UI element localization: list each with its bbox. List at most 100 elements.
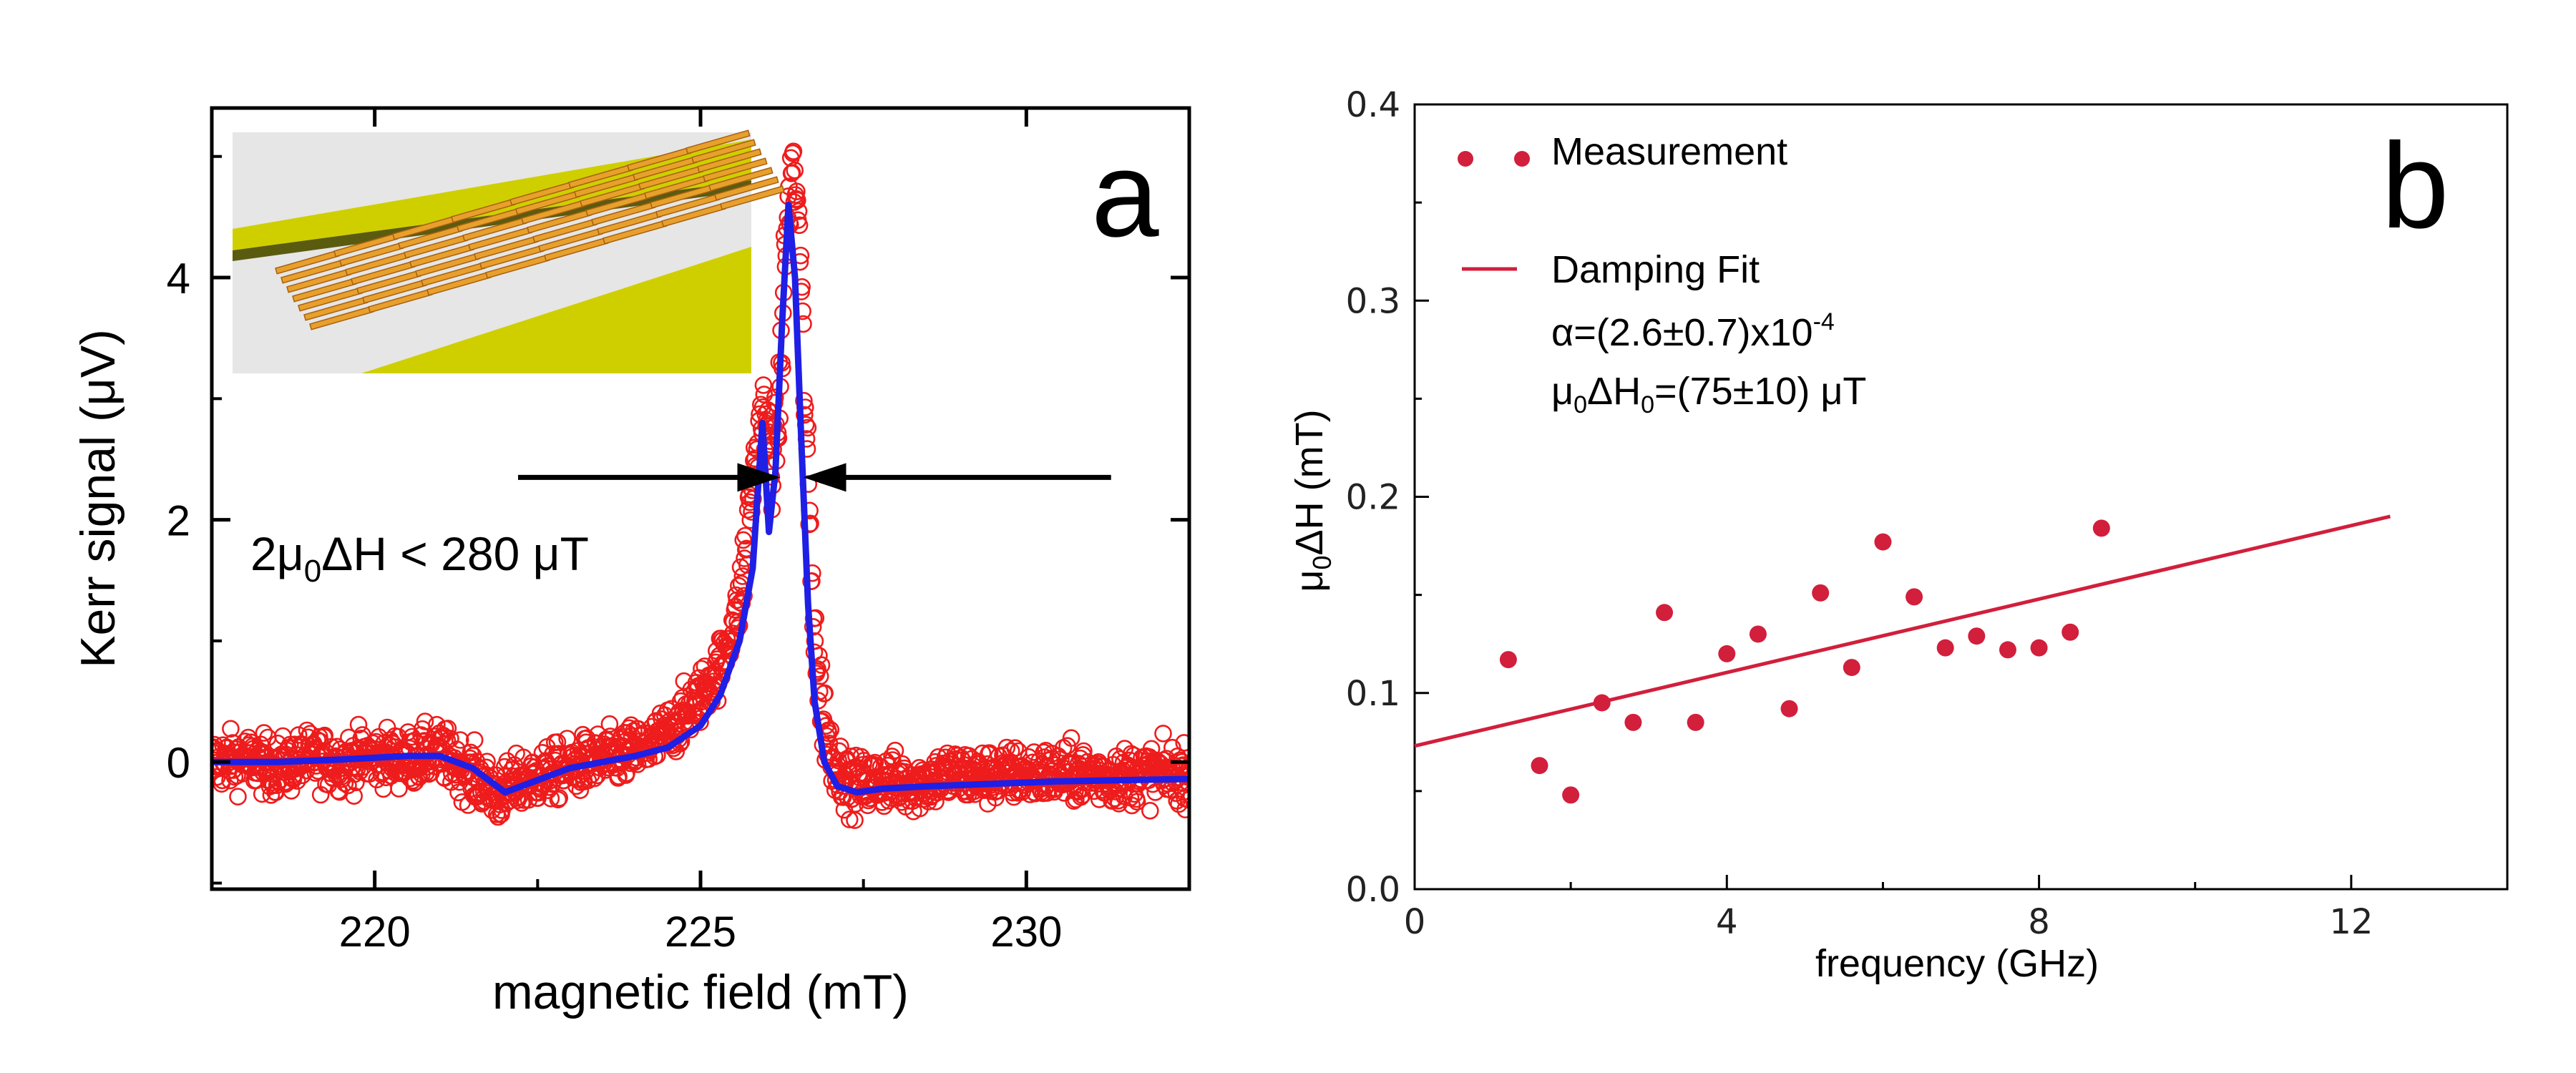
- panel-a-x-axis-title: magnetic field (mT): [492, 965, 909, 1019]
- measurement-point: [1624, 713, 1642, 731]
- panel-a-y-axis-title: Kerr signal (μV): [71, 329, 125, 668]
- legend-fit-label: Damping Fit: [1551, 248, 1760, 291]
- nanostructure-rod: [686, 129, 751, 155]
- measurement-point: [448, 740, 466, 758]
- measurement-point: [786, 161, 804, 180]
- measurement-point: [2062, 623, 2079, 641]
- y-tick-label: 0.0: [1346, 870, 1400, 910]
- measurement-point: [548, 733, 567, 751]
- measurement-point: [1128, 793, 1146, 811]
- nanostructure-rod: [720, 185, 785, 210]
- panel-a-linewidth-arrows: [518, 463, 1111, 492]
- measurement-point: [229, 788, 247, 805]
- measurement-point: [451, 731, 469, 749]
- measurement-point: [311, 733, 329, 750]
- measurement-point: [465, 731, 484, 749]
- measurement-point: [439, 720, 457, 738]
- y-tick-label: 4: [167, 255, 190, 303]
- measurement-point: [1562, 786, 1580, 804]
- panel-b: 0 4 8 12 0.0 0.1 0.2 0.3 0.4 frequency (GHz) μ0…: [1288, 85, 2509, 985]
- measurement-point: [1843, 659, 1860, 677]
- y-tick-label: 0.4: [1346, 85, 1400, 125]
- measurement-point: [1075, 742, 1093, 760]
- measurement-point: [222, 720, 240, 738]
- measurement-point: [1874, 533, 1892, 551]
- x-tick-label: 8: [2028, 902, 2050, 942]
- measurement-point: [766, 388, 784, 406]
- x-tick-label: 220: [339, 908, 411, 956]
- measurement-point: [1073, 786, 1091, 804]
- measurement-point: [398, 743, 416, 762]
- measurement-point: [1141, 802, 1159, 820]
- measurement-point: [1999, 641, 2016, 659]
- measurement-point: [1176, 800, 1189, 818]
- measurement-point: [795, 391, 813, 410]
- measurement-point: [549, 790, 567, 809]
- measurement-point: [1687, 713, 1704, 731]
- measurement-point: [788, 182, 806, 201]
- panel-b-x-axis-title: frequency (GHz): [1815, 942, 2099, 985]
- panel-b-measurement-points: [1499, 519, 2110, 804]
- measurement-point: [785, 193, 804, 211]
- measurement-point: [766, 393, 784, 412]
- measurement-point: [886, 741, 904, 760]
- measurement-point: [1030, 752, 1048, 770]
- measurement-point: [744, 489, 762, 508]
- panel-b-x-axis: 0 4 8 12: [1404, 875, 2373, 942]
- measurement-point: [973, 744, 992, 763]
- measurement-point: [347, 773, 365, 792]
- measurement-point: [840, 810, 859, 828]
- panel-a-linewidth-annotation: 2μ0ΔH < 280 μT: [250, 527, 589, 589]
- measurement-point: [542, 790, 560, 808]
- measurement-point: [784, 142, 803, 160]
- x-tick-label: 0: [1404, 902, 1426, 942]
- measurement-point: [1006, 739, 1024, 757]
- legend-h0: μ0ΔH0=(75±10) μT: [1551, 370, 1866, 418]
- measurement-point: [1906, 588, 1923, 606]
- measurement-point: [796, 406, 814, 424]
- measurement-point: [1656, 604, 1674, 622]
- measurement-point: [345, 787, 364, 805]
- measurement-point: [1106, 783, 1125, 800]
- measurement-point: [783, 164, 801, 182]
- measurement-point: [1718, 645, 1736, 662]
- y-tick-label: 2: [167, 497, 190, 545]
- measurement-point: [2030, 639, 2048, 657]
- panel-b-legend: Measurement Damping Fit α=(2.6±0.7)x10-4…: [1458, 130, 1866, 418]
- panel-a-measurement-points: [212, 142, 1189, 829]
- panel-b-y-axis: 0.0 0.1 0.2 0.3 0.4: [1346, 85, 1429, 910]
- x-tick-label: 12: [2329, 902, 2373, 942]
- right-arrow-head: [803, 463, 847, 492]
- legend-alpha: α=(2.6±0.7)x10-4: [1551, 308, 1835, 354]
- measurement-point: [1062, 729, 1080, 747]
- panel-a-inset-image: [233, 129, 785, 373]
- nanostructure-rod: [697, 148, 762, 173]
- measurement-point: [1154, 725, 1172, 743]
- measurement-point: [803, 572, 821, 590]
- x-tick-label: 225: [665, 908, 736, 956]
- measurement-point: [1593, 694, 1611, 712]
- measurement-point: [1174, 756, 1189, 774]
- legend-measurement-marker: [1514, 151, 1530, 167]
- measurement-point: [416, 712, 434, 730]
- x-tick-label: 4: [1716, 902, 1738, 942]
- panel-a: 220 225 230 0 2 4 magnetic field (mT) Kerr s…: [71, 106, 1191, 1019]
- measurement-point: [821, 720, 840, 739]
- measurement-point: [585, 769, 604, 788]
- panel-b-damping-fit-line: [1414, 514, 2391, 748]
- panel-a-y-axis: 0 2 4: [167, 155, 1189, 885]
- legend-measurement-label: Measurement: [1551, 130, 1787, 173]
- measurement-point: [589, 725, 607, 743]
- left-arrow-head: [737, 463, 781, 492]
- measurement-point: [829, 751, 847, 770]
- measurement-point: [1812, 584, 1830, 602]
- measurement-point: [1175, 734, 1189, 752]
- measurement-point: [1163, 738, 1181, 757]
- measurement-point: [1936, 639, 1954, 657]
- measurement-point: [2092, 519, 2110, 537]
- x-tick-label: 230: [990, 908, 1062, 956]
- measurement-point: [509, 791, 527, 809]
- measurement-point: [1531, 757, 1548, 775]
- measurement-point: [289, 726, 308, 744]
